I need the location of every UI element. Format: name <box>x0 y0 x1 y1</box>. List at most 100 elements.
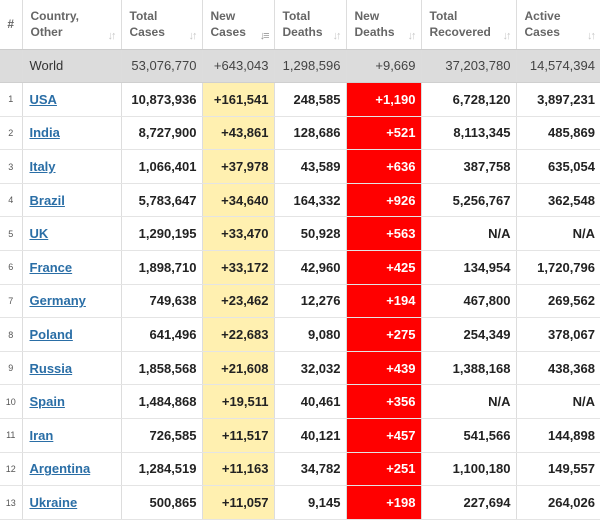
table-row: 13 Ukraine 500,865 +11,057 9,145 +198 227,694 2… <box>0 485 600 520</box>
table-row: 3 Italy 1,066,401 +37,978 43,589 +636 387,758 6… <box>0 149 600 184</box>
new-cases-cell: +21,608 <box>202 351 275 386</box>
sort-arrows-icon[interactable]: ↓↑ <box>332 30 342 42</box>
sort-desc-icon[interactable]: ↓≡ <box>259 30 270 42</box>
active-cases-cell: N/A <box>516 216 600 252</box>
new-cases-cell: +22,683 <box>202 317 275 352</box>
country-cell: Ukraine <box>22 485 122 520</box>
country-link[interactable]: Brazil <box>29 192 65 208</box>
country-link[interactable]: Italy <box>29 159 56 175</box>
country-cell: Brazil <box>22 183 122 218</box>
row-index: 12 <box>0 452 23 487</box>
header-active-cases[interactable]: Active Cases ↓↑ <box>516 0 600 50</box>
row-index: 13 <box>0 485 23 520</box>
table-row: 2 India 8,727,900 +43,861 128,686 +521 8,113,3… <box>0 116 600 151</box>
header-total-cases[interactable]: Total Cases ↓↑ <box>121 0 203 50</box>
total-recovered-cell: N/A <box>421 216 517 252</box>
country-link[interactable]: Russia <box>29 360 73 376</box>
total-deaths-cell: 40,121 <box>274 418 347 453</box>
active-cases-cell: N/A <box>516 384 600 420</box>
total-cases-cell: 8,727,900 <box>121 116 203 151</box>
new-deaths-cell: +1,190 <box>346 82 422 117</box>
country-link[interactable]: Germany <box>29 293 86 309</box>
sort-arrows-icon[interactable]: ↓↑ <box>188 30 198 42</box>
new-deaths-cell: +275 <box>346 317 422 352</box>
country-cell: Spain <box>22 384 122 420</box>
sort-arrows-icon[interactable]: ↓↑ <box>502 30 512 42</box>
total-cases-cell: 1,066,401 <box>121 149 203 184</box>
sort-arrows-icon[interactable]: ↓↑ <box>107 30 117 42</box>
active-cases-cell: 635,054 <box>516 149 600 184</box>
total-cases-cell: 749,638 <box>121 284 203 319</box>
country-link[interactable]: Poland <box>29 327 73 343</box>
total-deaths-cell: 50,928 <box>274 216 347 252</box>
total-deaths-cell: 9,145 <box>274 485 347 520</box>
active-cases-cell: 264,026 <box>516 485 600 520</box>
new-cases-cell: +19,511 <box>202 384 275 420</box>
country-link[interactable]: India <box>29 125 60 141</box>
new-cases-cell: +34,640 <box>202 183 275 218</box>
total-deaths-cell: 40,461 <box>274 384 347 420</box>
country-link[interactable]: France <box>29 259 73 275</box>
total-deaths-cell: 9,080 <box>274 317 347 352</box>
new-cases-cell: +23,462 <box>202 284 275 319</box>
row-index: 7 <box>0 284 23 319</box>
total-cases-cell: 1,858,568 <box>121 351 203 386</box>
country-link[interactable]: Ukraine <box>29 495 78 511</box>
new-deaths-cell: +425 <box>346 250 422 285</box>
new-cases-cell: +37,978 <box>202 149 275 184</box>
total-recovered-cell: 5,256,767 <box>421 183 517 218</box>
country-cell: Iran <box>22 418 122 453</box>
table-row: 4 Brazil 5,783,647 +34,640 164,332 +926 5,256,… <box>0 183 600 218</box>
country-link[interactable]: Argentina <box>29 461 91 477</box>
total-recovered-cell: 387,758 <box>421 149 517 184</box>
new-deaths-cell: +356 <box>346 384 422 420</box>
new-cases-cell: +643,043 <box>202 49 275 84</box>
new-cases-cell: +33,172 <box>202 250 275 285</box>
row-index: 9 <box>0 351 23 386</box>
total-deaths-cell: 43,589 <box>274 149 347 184</box>
header-new-deaths[interactable]: New Deaths ↓↑ <box>346 0 422 50</box>
row-index: 2 <box>0 116 23 151</box>
sort-arrows-icon[interactable]: ↓↑ <box>407 30 417 42</box>
total-recovered-cell: 6,728,120 <box>421 82 517 117</box>
new-cases-cell: +33,470 <box>202 216 275 252</box>
row-index: 3 <box>0 149 23 184</box>
total-recovered-cell: 467,800 <box>421 284 517 319</box>
active-cases-cell: 378,067 <box>516 317 600 352</box>
row-index: 1 <box>0 82 23 117</box>
new-deaths-cell: +198 <box>346 485 422 520</box>
total-cases-cell: 641,496 <box>121 317 203 352</box>
new-cases-cell: +161,541 <box>202 82 275 117</box>
row-index: 10 <box>0 384 23 420</box>
country-cell: France <box>22 250 122 285</box>
country-link[interactable]: Spain <box>29 394 65 410</box>
total-recovered-cell: 227,694 <box>421 485 517 520</box>
header-total-recovered[interactable]: Total Recovered ↓↑ <box>421 0 517 50</box>
row-index: 8 <box>0 317 23 352</box>
sort-arrows-icon[interactable]: ↓↑ <box>587 30 596 42</box>
active-cases-cell: 362,548 <box>516 183 600 218</box>
new-deaths-cell: +439 <box>346 351 422 386</box>
active-cases-cell: 3,897,231 <box>516 82 600 117</box>
world-total-row: World 53,076,770 +643,043 1,298,596 +9,6… <box>0 49 600 84</box>
country-link[interactable]: USA <box>29 91 57 107</box>
new-deaths-cell: +9,669 <box>346 49 422 84</box>
header-new-cases[interactable]: New Cases ↓≡ <box>202 0 275 50</box>
table-row: 12 Argentina 1,284,519 +11,163 34,782 +251 1,1… <box>0 452 600 487</box>
country-cell: Poland <box>22 317 122 352</box>
total-deaths-cell: 12,276 <box>274 284 347 319</box>
total-deaths-cell: 128,686 <box>274 116 347 151</box>
country-cell: India <box>22 116 122 151</box>
new-cases-cell: +43,861 <box>202 116 275 151</box>
header-country[interactable]: Country, Other ↓↑ <box>22 0 122 50</box>
country-link[interactable]: Iran <box>29 427 54 443</box>
country-link[interactable]: UK <box>29 226 49 242</box>
total-recovered-cell: 134,954 <box>421 250 517 285</box>
row-index: 6 <box>0 250 23 285</box>
total-cases-cell: 10,873,936 <box>121 82 203 117</box>
total-cases-cell: 726,585 <box>121 418 203 453</box>
header-total-deaths[interactable]: Total Deaths ↓↑ <box>274 0 347 50</box>
total-deaths-cell: 42,960 <box>274 250 347 285</box>
active-cases-cell: 1,720,796 <box>516 250 600 285</box>
